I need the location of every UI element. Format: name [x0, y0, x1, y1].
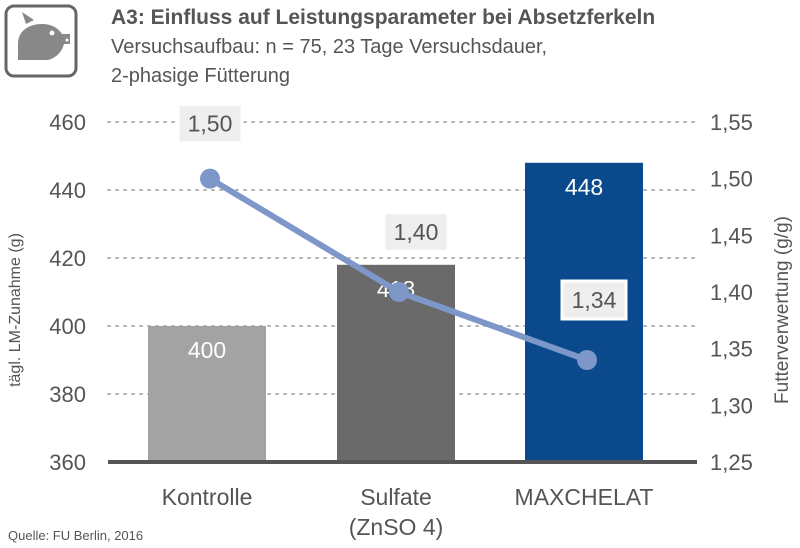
y2-tick-label: 1,45 [710, 223, 753, 248]
y2-tick-label: 1,35 [710, 337, 753, 362]
x-tick-label: MAXCHELAT [515, 484, 654, 510]
y2-axis-title: Futterverwertung (g/g) [772, 216, 793, 404]
source-note: Quelle: FU Berlin, 2016 [8, 528, 143, 543]
x-tick-label: Sulfate [360, 484, 432, 510]
pig-icon [4, 4, 78, 78]
bar [148, 326, 266, 462]
y2-tick-label: 1,50 [710, 167, 753, 192]
y2-tick-label: 1,55 [710, 110, 753, 135]
bar-value-label: 448 [565, 174, 603, 200]
y-tick-label: 440 [49, 178, 86, 203]
chart-subtitle-line1: Versuchsaufbau: n = 75, 23 Tage Versuchs… [111, 36, 547, 58]
line-point [577, 350, 597, 370]
line-value-label: 1,50 [188, 111, 233, 137]
y-axis-title: tägl. LM-Zunahme (g) [7, 233, 24, 387]
y-tick-label: 360 [49, 450, 86, 475]
chart-title: A3: Einfluss auf Leistungsparameter bei … [111, 6, 655, 29]
y-tick-label: 420 [49, 246, 86, 271]
line-point [200, 168, 220, 189]
line-value-label: 1,40 [394, 219, 439, 245]
line-value-label: 1,34 [572, 287, 617, 313]
y2-tick-label: 1,40 [710, 280, 753, 305]
plot-area: 360 380 400 420 440 460 1,25 1,30 1,35 1,40 1,45 1,… [49, 103, 753, 540]
y-tick-label: 460 [49, 110, 86, 135]
line-label-box [176, 103, 244, 145]
line-label-box [560, 279, 628, 321]
x-tick-label: Kontrolle [162, 484, 253, 510]
bar-value-label: 400 [188, 337, 226, 363]
x-tick-sublabel: (ZnSO 4) [349, 514, 444, 540]
y-tick-label: 380 [49, 382, 86, 407]
line-point [389, 282, 409, 302]
chart-subtitle-line2: 2-phasige Fütterung [111, 65, 290, 87]
line-label-box [382, 211, 450, 253]
y-tick-label: 400 [49, 314, 86, 339]
y2-tick-label: 1,25 [710, 450, 753, 475]
y2-tick-label: 1,30 [710, 393, 753, 418]
